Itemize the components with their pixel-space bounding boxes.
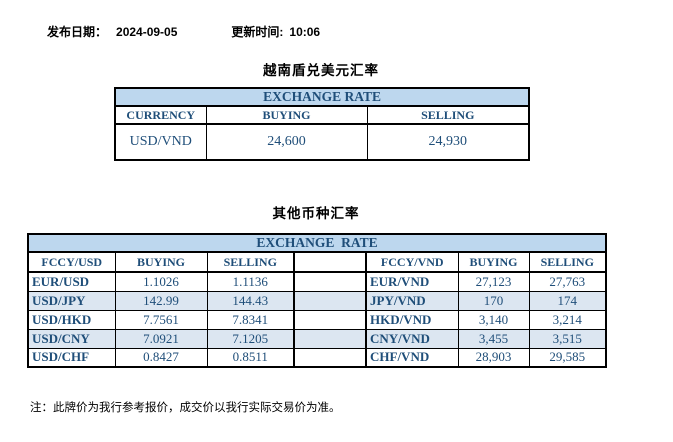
- selling-value-cell: 174: [528, 290, 607, 311]
- disclaimer-note: 注：此牌价为我行参考报价，成交价以我行实际交易价为准。: [30, 402, 341, 414]
- buying-value-cell: 142.99: [114, 290, 208, 311]
- selling-value-cell: 144.43: [206, 290, 295, 311]
- buying-value-cell: 3,455: [457, 328, 530, 349]
- update-time-label: 更新时间:: [231, 25, 284, 39]
- selling-value-cell: 7.8341: [206, 309, 295, 330]
- spacer-cell: [293, 271, 367, 292]
- other-currencies-section-title: 其他币种汇率: [272, 206, 360, 221]
- currency-pair-cell: USD/VND: [114, 123, 207, 161]
- fccy-usd-column-header: FCCY/USD: [27, 251, 116, 273]
- buying-value-cell: 170: [457, 290, 530, 311]
- selling-value-cell: 0.8511: [206, 347, 295, 368]
- table-band-row: EXCHANGE RATE: [114, 87, 530, 107]
- exchange-rate-band: EXCHANGE RATE: [27, 233, 607, 253]
- table-row: USD/VND 24,600 24,930: [114, 123, 530, 161]
- fccy-vnd-column-header: FCCY/VND: [365, 251, 459, 273]
- table-row: USD/JPY 142.99 144.43 JPY/VND 170 174: [27, 290, 607, 311]
- currency-pair-cell: EUR/USD: [27, 271, 116, 292]
- other-currencies-rate-table: EXCHANGE RATE FCCY/USD BUYING SELLING FC…: [27, 233, 607, 368]
- selling-column-header: SELLING: [366, 105, 530, 125]
- selling-value-cell: 3,214: [528, 309, 607, 330]
- currency-pair-cell: CHF/VND: [365, 347, 459, 368]
- spacer-cell: [293, 309, 367, 330]
- currency-pair-cell: USD/CNY: [27, 328, 116, 349]
- currency-pair-cell: JPY/VND: [365, 290, 459, 311]
- table-row: EUR/USD 1.1026 1.1136 EUR/VND 27,123 27,…: [27, 271, 607, 292]
- selling-value-cell: 27,763: [528, 271, 607, 292]
- update-time-value: 10:06: [289, 25, 321, 39]
- currency-pair-cell: EUR/VND: [365, 271, 459, 292]
- publish-meta-row: 发布日期： 2024-09-05 更新时间: 10:06: [47, 23, 320, 40]
- selling-value-cell: 3,515: [528, 328, 607, 349]
- spacer-cell: [293, 347, 367, 368]
- buying-value-cell: 7.0921: [114, 328, 208, 349]
- currency-pair-cell: CNY/VND: [365, 328, 459, 349]
- publish-date-value: 2024-09-05: [116, 25, 178, 39]
- table-row: USD/CNY 7.0921 7.1205 CNY/VND 3,455 3,51…: [27, 328, 607, 349]
- spacer-cell: [293, 328, 367, 349]
- usd-vnd-rate-table: EXCHANGE RATE CURRENCY BUYING SELLING US…: [114, 87, 531, 161]
- buying-value-cell: 7.7561: [114, 309, 208, 330]
- currency-pair-cell: USD/JPY: [27, 290, 116, 311]
- selling-value-cell: 29,585: [528, 347, 607, 368]
- selling-column-header: SELLING: [528, 251, 607, 273]
- selling-value-cell: 24,930: [366, 123, 530, 161]
- table-row: USD/HKD 7.7561 7.8341 HKD/VND 3,140 3,21…: [27, 309, 607, 330]
- selling-value-cell: 1.1136: [206, 271, 295, 292]
- spacer-cell: [293, 290, 367, 311]
- spacer-cell: [293, 251, 367, 273]
- publish-date-label: 发布日期：: [47, 25, 108, 39]
- currency-pair-cell: HKD/VND: [365, 309, 459, 330]
- buying-column-header: BUYING: [205, 105, 368, 125]
- buying-value-cell: 27,123: [457, 271, 530, 292]
- currency-pair-cell: USD/HKD: [27, 309, 116, 330]
- buying-value-cell: 3,140: [457, 309, 530, 330]
- buying-column-header: BUYING: [114, 251, 208, 273]
- selling-value-cell: 7.1205: [206, 328, 295, 349]
- currency-pair-cell: USD/CHF: [27, 347, 116, 368]
- buying-value-cell: 24,600: [205, 123, 368, 161]
- table-row: USD/CHF 0.8427 0.8511 CHF/VND 28,903 29,…: [27, 347, 607, 368]
- table-header-row: CURRENCY BUYING SELLING: [114, 105, 530, 125]
- table-header-row: FCCY/USD BUYING SELLING FCCY/VND BUYING …: [27, 251, 607, 273]
- exchange-rate-band: EXCHANGE RATE: [114, 87, 530, 107]
- currency-column-header: CURRENCY: [114, 105, 207, 125]
- buying-value-cell: 1.1026: [114, 271, 208, 292]
- selling-column-header: SELLING: [206, 251, 295, 273]
- buying-value-cell: 0.8427: [114, 347, 208, 368]
- buying-value-cell: 28,903: [457, 347, 530, 368]
- usd-vnd-section-title: 越南盾兑美元汇率: [263, 63, 379, 78]
- table-band-row: EXCHANGE RATE: [27, 233, 607, 253]
- buying-column-header: BUYING: [457, 251, 530, 273]
